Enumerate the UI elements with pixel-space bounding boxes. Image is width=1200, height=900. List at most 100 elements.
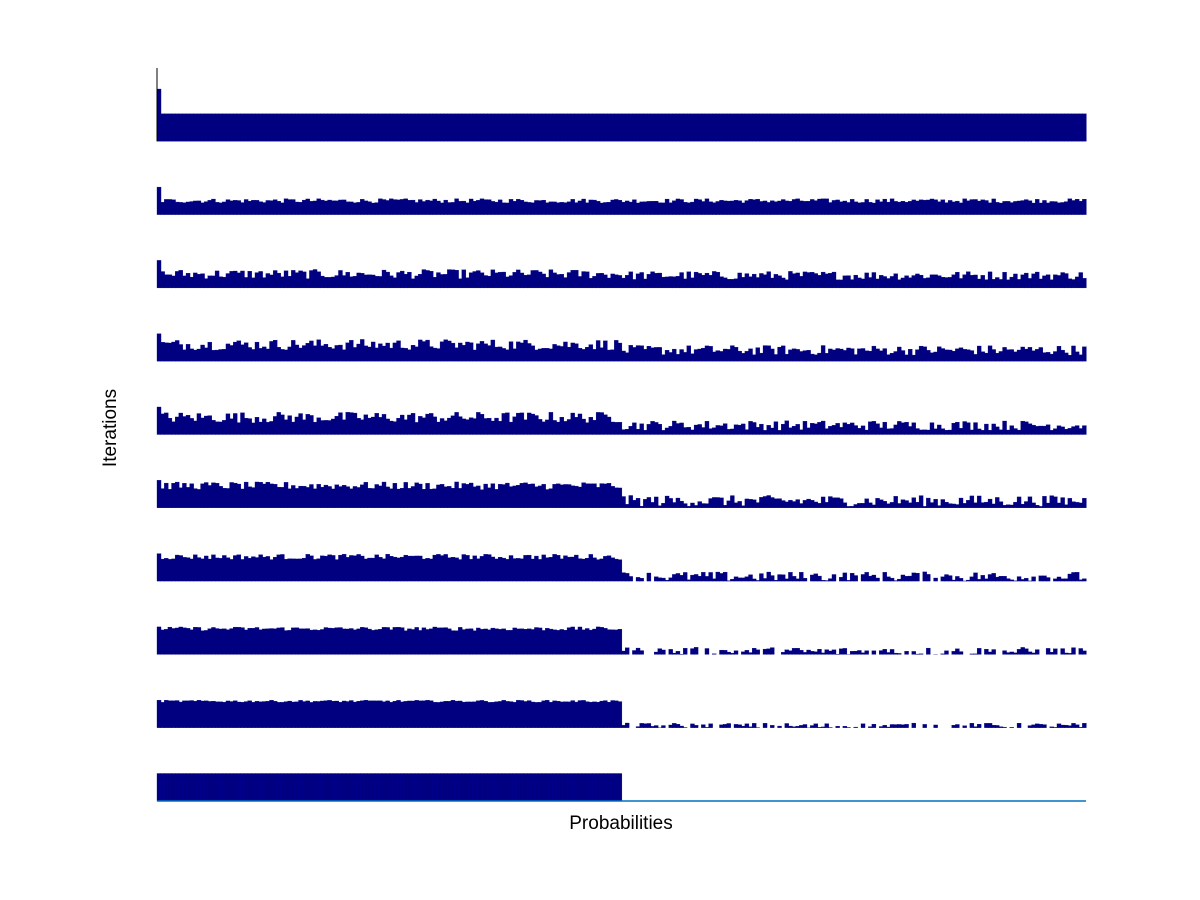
bar <box>407 113 412 142</box>
bar <box>287 488 292 508</box>
bar <box>294 773 300 802</box>
bar <box>490 702 496 728</box>
bar <box>806 113 811 142</box>
bar <box>443 339 448 362</box>
bar <box>1006 504 1011 508</box>
bar <box>683 648 688 655</box>
bar <box>189 348 194 362</box>
bar <box>211 700 216 728</box>
bar <box>966 113 971 142</box>
bar <box>810 272 815 289</box>
bar <box>839 577 844 582</box>
bar <box>755 649 760 655</box>
bar <box>1078 113 1083 142</box>
bar <box>164 482 169 508</box>
bar <box>966 422 971 435</box>
bar <box>1009 202 1014 215</box>
bar <box>527 554 532 582</box>
bar <box>788 650 793 655</box>
bar <box>751 648 757 655</box>
bar <box>733 200 739 215</box>
bar <box>1082 425 1087 435</box>
bar <box>1049 353 1054 362</box>
bar <box>1042 575 1047 582</box>
bar <box>476 343 481 362</box>
bar <box>458 201 463 215</box>
bar <box>251 277 256 289</box>
bar <box>530 202 535 215</box>
bar <box>668 202 673 215</box>
bar <box>200 113 205 142</box>
bar <box>193 488 198 508</box>
bar <box>886 354 891 362</box>
bar <box>581 558 586 582</box>
bar <box>185 700 191 728</box>
bar <box>748 348 753 362</box>
bar <box>773 580 779 582</box>
bar <box>1049 495 1054 508</box>
bar <box>606 416 612 435</box>
bar <box>341 199 347 215</box>
bar <box>392 556 398 582</box>
bar <box>534 627 539 655</box>
bar <box>236 422 242 435</box>
bar <box>396 417 401 435</box>
bar <box>225 488 231 508</box>
bar <box>795 578 800 582</box>
bar <box>777 346 782 362</box>
bar <box>396 113 401 142</box>
bar <box>810 651 815 655</box>
bar <box>868 202 873 215</box>
bar <box>704 272 710 289</box>
bar <box>1009 276 1014 289</box>
bar <box>846 113 851 142</box>
bar <box>980 199 985 215</box>
bar <box>1027 423 1033 435</box>
bar <box>505 630 510 655</box>
bar <box>675 724 681 728</box>
bar <box>704 421 710 435</box>
bar <box>378 773 383 802</box>
bar <box>1027 113 1033 142</box>
bar <box>196 348 202 362</box>
bar <box>686 506 692 508</box>
bar <box>316 701 321 728</box>
bar <box>853 274 858 289</box>
bar <box>563 113 568 142</box>
subplot-8 <box>156 626 1087 655</box>
bar <box>868 502 873 508</box>
bar <box>381 627 387 655</box>
bar <box>360 555 365 582</box>
bar <box>926 429 931 435</box>
bar <box>980 275 985 289</box>
bar <box>849 348 855 362</box>
bar <box>759 352 764 362</box>
bar <box>432 113 437 142</box>
bar <box>820 345 826 362</box>
bar <box>795 499 800 508</box>
bar <box>240 202 245 215</box>
bar <box>294 201 300 215</box>
bar <box>751 499 757 508</box>
bar <box>947 277 953 289</box>
bar <box>218 113 223 142</box>
bar <box>374 113 379 142</box>
bar <box>258 629 263 655</box>
bar <box>610 629 615 655</box>
bar <box>762 496 768 508</box>
bar <box>254 481 260 508</box>
bar <box>309 484 314 508</box>
bar <box>523 482 528 508</box>
bar <box>585 347 590 362</box>
bar <box>447 113 452 142</box>
bar <box>900 113 906 142</box>
bar <box>385 773 390 802</box>
bar <box>258 482 263 508</box>
bar <box>922 113 927 142</box>
bar <box>465 628 470 655</box>
bar <box>722 200 728 215</box>
bar <box>214 349 220 362</box>
bar <box>407 700 412 728</box>
bar <box>628 201 633 215</box>
bar <box>156 700 162 728</box>
